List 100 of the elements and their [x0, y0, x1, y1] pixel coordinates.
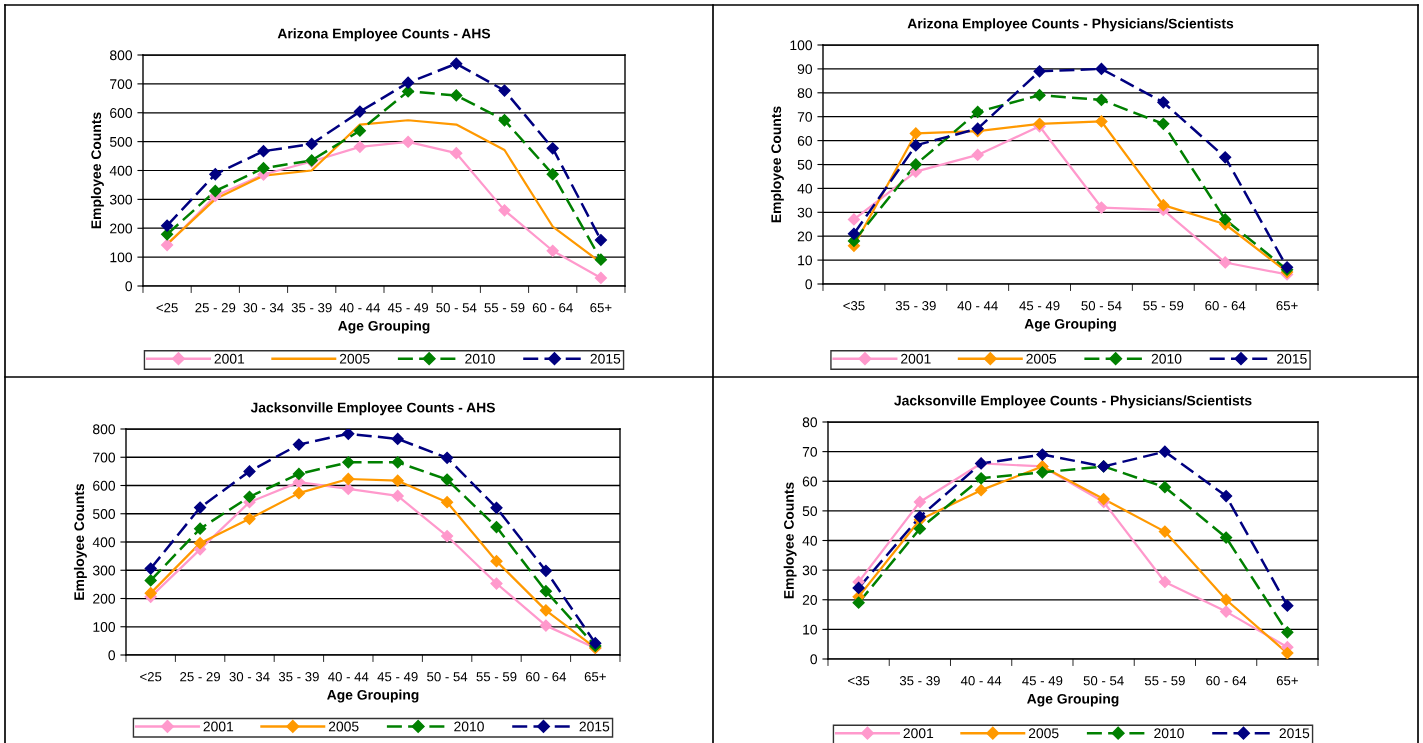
- legend-label: 2001: [203, 721, 234, 732]
- x-tick-label: <25: [156, 303, 178, 313]
- legend-label: 2015: [590, 353, 621, 364]
- y-tick-label: 0: [108, 650, 116, 661]
- x-tick-label: 40 - 44: [957, 301, 998, 311]
- y-tick-label: 500: [92, 509, 116, 519]
- x-tick-label: 45 - 49: [1019, 301, 1060, 311]
- legend-label: 2015: [1279, 728, 1310, 739]
- legend-label: 2001: [214, 353, 245, 364]
- y-axis-title: Employee Counts: [770, 106, 784, 223]
- legend-label: 2001: [903, 728, 934, 739]
- legend-label: 2010: [1154, 728, 1184, 739]
- x-tick-label: 60 - 64: [1206, 676, 1247, 686]
- x-tick-label: 60 - 64: [532, 303, 573, 313]
- x-tick-label: 40 - 44: [339, 303, 381, 313]
- y-tick-label: 10: [798, 255, 813, 266]
- y-tick-label: 800: [110, 50, 133, 61]
- y-tick-label: 0: [805, 279, 813, 290]
- x-tick-label: 35 - 39: [899, 676, 940, 686]
- y-tick-label: 40: [797, 183, 813, 194]
- y-tick-label: 400: [109, 165, 133, 176]
- x-tick-label: 40 - 44: [960, 676, 1002, 686]
- legend-label: 2015: [1277, 353, 1307, 364]
- y-axis-title: Employee Counts: [73, 483, 87, 600]
- x-axis-title: Age Grouping: [327, 689, 419, 703]
- chart-title: Arizona Employee Counts - AHS: [277, 28, 491, 42]
- y-tick-label: 700: [110, 79, 133, 90]
- x-tick-label: 45 - 49: [377, 672, 418, 682]
- x-tick-label: <35: [848, 676, 870, 686]
- legend-label: 2005: [1028, 728, 1059, 739]
- y-tick-label: 800: [93, 424, 116, 435]
- x-tick-label: 35 - 39: [278, 672, 319, 682]
- y-tick-label: 30: [797, 207, 813, 218]
- y-tick-label: 90: [797, 64, 813, 75]
- y-tick-label: 40: [802, 535, 818, 546]
- y-axis-title: Employee Counts: [90, 112, 104, 229]
- y-tick-label: 700: [93, 452, 116, 463]
- y-tick-label: 60: [797, 135, 813, 146]
- legend-label: 2010: [454, 721, 484, 732]
- x-tick-label: 60 - 64: [526, 672, 567, 682]
- y-tick-label: 0: [125, 281, 133, 292]
- x-tick-label: 55 - 59: [484, 303, 525, 313]
- x-tick-label: 30 - 34: [229, 672, 270, 682]
- y-tick-label: 60: [802, 476, 818, 487]
- x-axis-title: Age Grouping: [1027, 693, 1119, 707]
- chart-title: Arizona Employee Counts - Physicians/Scientists: [907, 18, 1234, 32]
- x-tick-label: 25 - 29: [195, 303, 236, 313]
- y-tick-label: 70: [797, 112, 813, 122]
- x-axis-title: Age Grouping: [338, 320, 430, 334]
- y-tick-label: 200: [93, 593, 116, 604]
- y-tick-label: 0: [810, 654, 818, 665]
- x-tick-label: 55 - 59: [1144, 676, 1185, 686]
- legend-label: 2005: [328, 721, 359, 732]
- chart-title: Jacksonville Employee Counts - AHS: [250, 402, 495, 416]
- y-tick-label: 20: [797, 231, 813, 242]
- y-tick-label: 300: [92, 565, 116, 576]
- legend-label: 2015: [579, 721, 610, 732]
- x-tick-label: 50 - 54: [436, 303, 477, 313]
- y-tick-label: 500: [109, 136, 133, 147]
- y-tick-label: 50: [802, 506, 818, 517]
- x-axis-title: Age Grouping: [1024, 318, 1116, 332]
- y-axis-title: Employee Counts: [783, 482, 797, 599]
- legend-label: 2005: [339, 353, 370, 364]
- x-tick-label: 60 - 64: [1205, 301, 1246, 311]
- y-tick-label: 100: [790, 40, 813, 51]
- x-tick-label: 25 - 29: [180, 672, 221, 682]
- x-tick-label: 45 - 49: [1022, 676, 1063, 686]
- y-tick-label: 100: [110, 252, 133, 263]
- legend-label: 2010: [1151, 353, 1182, 364]
- x-tick-label: 50 - 54: [1081, 301, 1122, 311]
- x-tick-label: 55 - 59: [1143, 301, 1184, 311]
- y-tick-label: 50: [797, 159, 813, 170]
- x-tick-label: 65+: [1276, 301, 1298, 311]
- legend-label: 2005: [1026, 353, 1057, 364]
- x-tick-label: <25: [140, 672, 162, 682]
- x-tick-label: 35 - 39: [291, 303, 332, 313]
- y-tick-label: 70: [802, 446, 818, 457]
- y-tick-label: 200: [110, 223, 133, 234]
- y-tick-label: 30: [802, 565, 818, 576]
- y-tick-label: 80: [802, 417, 818, 428]
- x-tick-label: 65+: [584, 672, 606, 682]
- legend-label: 2001: [901, 353, 931, 364]
- y-tick-label: 80: [797, 88, 813, 98]
- x-tick-label: 55 - 59: [476, 672, 517, 682]
- y-tick-label: 400: [92, 537, 116, 548]
- y-tick-label: 300: [109, 194, 133, 205]
- y-tick-label: 100: [93, 622, 116, 632]
- chart-title: Jacksonville Employee Counts - Physicians/Scientists: [894, 395, 1252, 409]
- x-tick-label: <35: [843, 301, 865, 311]
- x-tick-label: 30 - 34: [243, 303, 284, 313]
- x-tick-label: 50 - 54: [427, 672, 468, 682]
- y-tick-label: 20: [802, 595, 818, 605]
- x-tick-label: 65+: [590, 303, 612, 313]
- x-tick-label: 50 - 54: [1083, 676, 1124, 686]
- x-tick-label: 35 - 39: [895, 301, 936, 311]
- y-tick-label: 10: [803, 624, 818, 635]
- x-tick-label: 40 - 44: [328, 672, 369, 682]
- y-tick-label: 600: [93, 480, 116, 491]
- legend-label: 2010: [465, 353, 495, 364]
- x-tick-label: 65+: [1276, 676, 1298, 686]
